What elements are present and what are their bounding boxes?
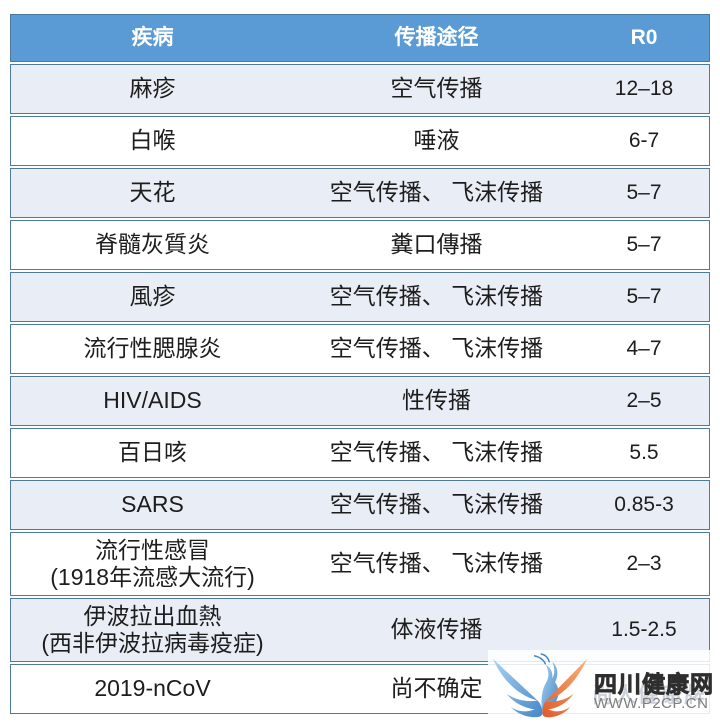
watermark-text-block: 尚人健康牌 四川健康网 WWW.P2CP.CN (592, 653, 718, 719)
disease-subtitle: (西非伊波拉病毒疫症) (41, 630, 264, 656)
disease-cell: HIV/AIDS (11, 387, 294, 414)
disease-cell: 風疹 (11, 283, 294, 310)
r0-cell: 5–7 (626, 232, 662, 256)
table-row: 脊髓灰質炎 糞口傳播 5–7 (10, 220, 710, 270)
phoenix-logo-icon (492, 653, 588, 718)
route-cell: 体液传播 (390, 616, 483, 643)
col-header-r0: R0 (630, 25, 658, 49)
r0-cell: 5–7 (626, 180, 662, 204)
r0-cell: 0.85-3 (614, 492, 674, 516)
disease-name: 伊波拉出血熱 (83, 602, 222, 629)
disease-cell: 天花 (11, 179, 294, 206)
table-row: HIV/AIDS 性传播 2–5 (10, 376, 710, 426)
table-row: 流行性感冒 (1918年流感大流行) 空气传播、 飞沫传播 2–3 (10, 532, 710, 596)
table-row: 伊波拉出血熱 (西非伊波拉病毒疫症) 体液传播 1.5-2.5 (10, 598, 710, 662)
disease-name: 脊髓灰質炎 (95, 231, 210, 258)
route-cell: 空气传播、 飞沫传播 (329, 335, 544, 362)
disease-name: 白喉 (129, 127, 176, 154)
disease-cell: 脊髓灰質炎 (11, 231, 294, 258)
watermark-site-url: WWW.P2CP.CN (594, 695, 709, 712)
r0-cell: 2–3 (626, 551, 662, 575)
r0-cell: 12–18 (614, 76, 674, 100)
disease-cell: 麻疹 (11, 75, 294, 102)
watermark-faint-text: 尚人健康牌 (592, 684, 707, 707)
disease-name: 2019-nCoV (94, 675, 211, 702)
r0-cell: 6-7 (628, 128, 660, 152)
disease-r0-table: 疾病 传播途径 R0 麻疹 空气传播 12–18 白喉 唾液 6-7 天花 空气传播、 飞沫传… (10, 14, 710, 716)
route-cell: 唾液 (413, 127, 460, 154)
table-row: 流行性腮腺炎 空气传播、 飞沫传播 4–7 (10, 324, 710, 374)
route-cell: 性传播 (402, 387, 471, 414)
r0-cell: 2–5 (626, 388, 662, 412)
table-row: 天花 空气传播、 飞沫传播 5–7 (10, 168, 710, 218)
disease-name: 天花 (129, 179, 176, 206)
watermark-site-name: 四川健康网 (594, 671, 714, 698)
table-row: 百日咳 空气传播、 飞沫传播 5.5 (10, 428, 710, 478)
table-header-row: 疾病 传播途径 R0 (10, 14, 710, 62)
r0-cell: 5.5 (629, 440, 659, 464)
disease-cell: 流行性感冒 (1918年流感大流行) (11, 537, 294, 591)
r0-cell: 1.5-2.5 (611, 617, 677, 641)
disease-cell: 白喉 (11, 127, 294, 154)
r0-cell: 4–7 (626, 336, 662, 360)
table-body: 麻疹 空气传播 12–18 白喉 唾液 6-7 天花 空气传播、 飞沫传播 5–7 脊髓灰質炎 糞口… (10, 64, 710, 714)
disease-subtitle: (1918年流感大流行) (50, 564, 255, 590)
route-cell: 空气传播、 飞沫传播 (329, 179, 544, 206)
table-row: 白喉 唾液 6-7 (10, 116, 710, 166)
route-cell: 空气传播 (390, 75, 483, 102)
r0-cell: 5–7 (626, 284, 662, 308)
disease-name: HIV/AIDS (103, 387, 202, 414)
disease-cell: 伊波拉出血熱 (西非伊波拉病毒疫症) (11, 603, 294, 657)
disease-cell: 2019-nCoV (11, 675, 294, 702)
col-header-route: 传播途径 (394, 25, 479, 49)
disease-name: 流行性感冒 (95, 536, 210, 563)
disease-name: 風疹 (129, 283, 176, 310)
route-cell: 空气传播、 飞沫传播 (329, 491, 544, 518)
disease-name: 百日咳 (118, 439, 187, 466)
table-row: 風疹 空气传播、 飞沫传播 5–7 (10, 272, 710, 322)
table-row: SARS 空气传播、 飞沫传播 0.85-3 (10, 480, 710, 530)
disease-cell: 百日咳 (11, 439, 294, 466)
route-cell: 糞口傳播 (390, 231, 483, 258)
disease-cell: 流行性腮腺炎 (11, 335, 294, 362)
disease-cell: SARS (11, 491, 294, 518)
disease-name: SARS (121, 491, 184, 518)
col-header-disease: 疾病 (131, 25, 174, 49)
route-cell: 空气传播、 飞沫传播 (329, 550, 544, 577)
watermark: 尚人健康牌 四川健康网 WWW.P2CP.CN (488, 650, 718, 722)
disease-name: 流行性腮腺炎 (83, 335, 222, 362)
route-cell: 尚不确定 (390, 675, 483, 702)
route-cell: 空气传播、 飞沫传播 (329, 283, 544, 310)
table-row: 麻疹 空气传播 12–18 (10, 64, 710, 114)
disease-name: 麻疹 (129, 75, 176, 102)
route-cell: 空气传播、 飞沫传播 (329, 439, 544, 466)
